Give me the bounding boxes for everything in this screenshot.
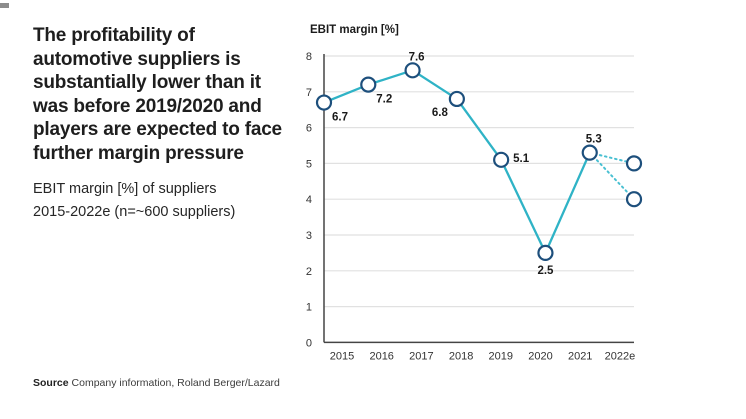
x-tick-label: 2022e — [605, 350, 636, 362]
chart-subtitle-line2: 2015-2022e (n=~600 suppliers) — [33, 204, 236, 220]
x-tick-label: 2019 — [489, 350, 513, 362]
left-text-panel: The profitability of automotive supplier… — [33, 24, 291, 224]
data-point — [448, 90, 465, 108]
x-tick-label: 2018 — [449, 350, 473, 362]
data-label: 5.1 — [513, 153, 530, 165]
data-point — [581, 144, 598, 161]
source-label: Source — [33, 377, 69, 389]
data-point — [625, 155, 643, 172]
x-tick-label: 2020 — [528, 350, 552, 362]
data-point — [493, 151, 510, 168]
data-point — [537, 244, 554, 261]
data-label: 7.6 — [409, 51, 425, 63]
slide-corner-mark — [0, 3, 9, 8]
data-point — [360, 76, 377, 93]
data-label: 7.2 — [376, 94, 392, 106]
y-tick-label: 1 — [306, 302, 312, 314]
chart-subtitle-line1: EBIT margin [%] of suppliers — [33, 181, 217, 197]
x-tick-label: 2021 — [568, 350, 592, 362]
y-tick-label: 7 — [306, 87, 312, 99]
page-title: The profitability of automotive supplier… — [33, 25, 282, 164]
data-label: 6.8 — [432, 107, 449, 119]
data-label: 2.5 — [537, 265, 554, 277]
x-tick-label: 2015 — [330, 350, 354, 362]
ebit-margin-chart: 0 1 2 3 4 5 6 7 8 2015 2016 2017 2018 2019 2020 2021 202… — [306, 51, 643, 362]
y-tick-label: 5 — [306, 158, 312, 170]
x-tick-label: 2017 — [409, 350, 433, 362]
data-label: 6.7 — [332, 112, 348, 124]
y-tick-label: 8 — [306, 51, 312, 63]
data-point — [625, 191, 643, 208]
y-tick-label: 4 — [306, 194, 312, 206]
y-tick-label: 3 — [306, 230, 312, 242]
y-tick-label: 0 — [306, 337, 312, 349]
chart-axis-title: EBIT margin [%] — [310, 24, 399, 36]
forecast-line — [588, 151, 636, 201]
data-label: 5.3 — [586, 134, 602, 146]
source-text: Company information, Roland Berger/Lazar… — [68, 377, 280, 389]
y-tick-label: 2 — [306, 266, 312, 278]
data-point — [404, 62, 421, 79]
data-point — [315, 94, 333, 111]
chart-subtitle: EBIT margin [%] of suppliers 2015-2022e … — [33, 178, 291, 224]
y-tick-label: 6 — [306, 123, 312, 135]
x-tick-label: 2016 — [369, 350, 393, 362]
source-note: Source Company information, Roland Berge… — [33, 377, 280, 389]
